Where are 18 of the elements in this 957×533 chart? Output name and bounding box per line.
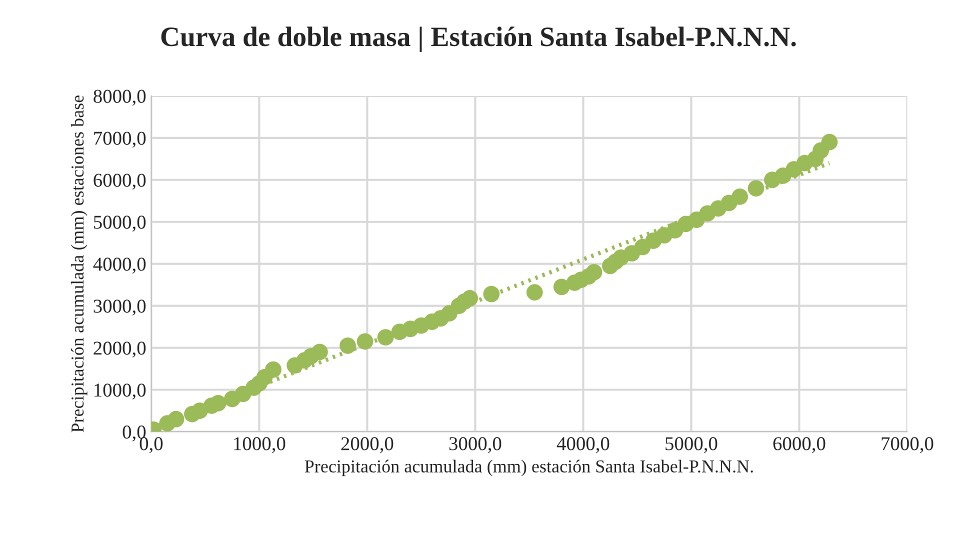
y-tick-label: 5000,0 [94, 216, 146, 232]
y-tick-label: 6000,0 [94, 174, 146, 190]
y-tick-label: 2000,0 [94, 342, 146, 358]
x-tick-label: 6000,0 [773, 437, 826, 454]
y-tick-label: 4000,0 [93, 258, 146, 274]
x-tick-label: 5000,0 [666, 437, 718, 454]
y-tick-label: 3000,0 [94, 300, 146, 316]
x-axis-title: Precipitación acumulada (mm) estación Santa Isabel-P.N.N.N. [304, 460, 753, 476]
x-tick-label: 2000,0 [341, 437, 394, 454]
x-tick-label: 4000,0 [556, 437, 610, 454]
x-tick-label: 7000,0 [882, 437, 934, 454]
y-tick-label: 7000,0 [94, 132, 146, 148]
x-tick-label: 3000,0 [449, 437, 502, 454]
x-tick-label: 1000,0 [234, 437, 286, 454]
y-tick-label: 8000,0 [94, 90, 146, 106]
y-axis-title: Precipitación acumulada (mm) estaciones base [70, 96, 88, 432]
chart-title: Curva de doble masa | Estación Santa Isabel-P.N.N.N. [161, 26, 796, 52]
y-tick-label: 1000,0 [94, 384, 146, 400]
